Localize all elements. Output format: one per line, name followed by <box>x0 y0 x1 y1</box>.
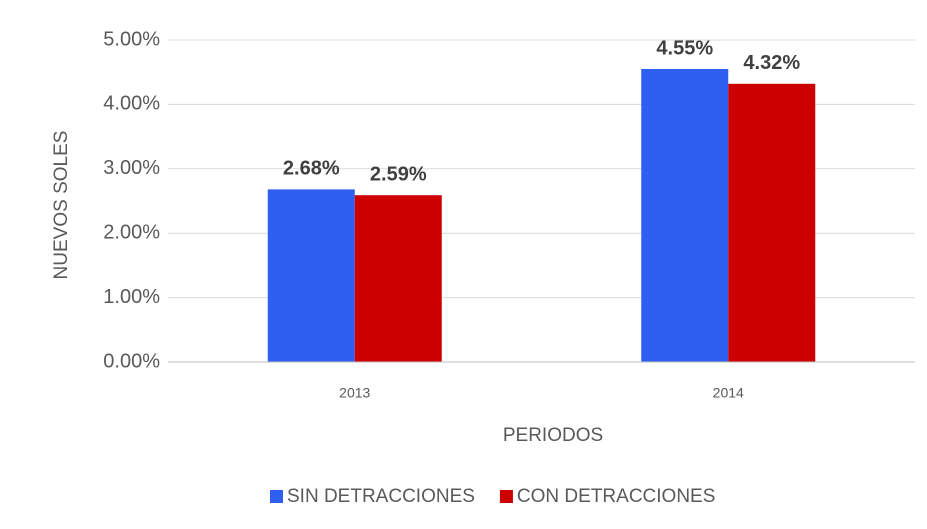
legend-swatch <box>270 490 283 503</box>
value-label: 2.59% <box>370 163 427 185</box>
bar <box>641 68 729 362</box>
y-tick-label: 5.00% <box>103 28 160 50</box>
value-label: 4.32% <box>743 52 800 74</box>
bar <box>728 83 816 363</box>
legend-label: CON DETRACCIONES <box>517 486 715 507</box>
y-tick-label: 3.00% <box>103 157 160 179</box>
x-tick-label: 2013 <box>339 385 370 401</box>
y-axis-title: NUEVOS SOLES <box>51 131 72 280</box>
value-label: 2.68% <box>283 158 340 180</box>
y-tick-label: 4.00% <box>103 93 160 115</box>
bar <box>267 189 355 362</box>
y-tick-label: 1.00% <box>103 286 160 308</box>
value-label: 4.55% <box>656 37 713 59</box>
legend-swatch <box>499 490 513 503</box>
y-tick-label: 2.00% <box>103 221 160 243</box>
y-tick-label: 0.00% <box>103 350 160 372</box>
x-axis-title: PERIODOS <box>503 425 603 446</box>
legend-label: SIN DETRACCIONES <box>287 486 475 507</box>
bar <box>354 195 442 362</box>
x-tick-label: 2014 <box>713 385 744 401</box>
